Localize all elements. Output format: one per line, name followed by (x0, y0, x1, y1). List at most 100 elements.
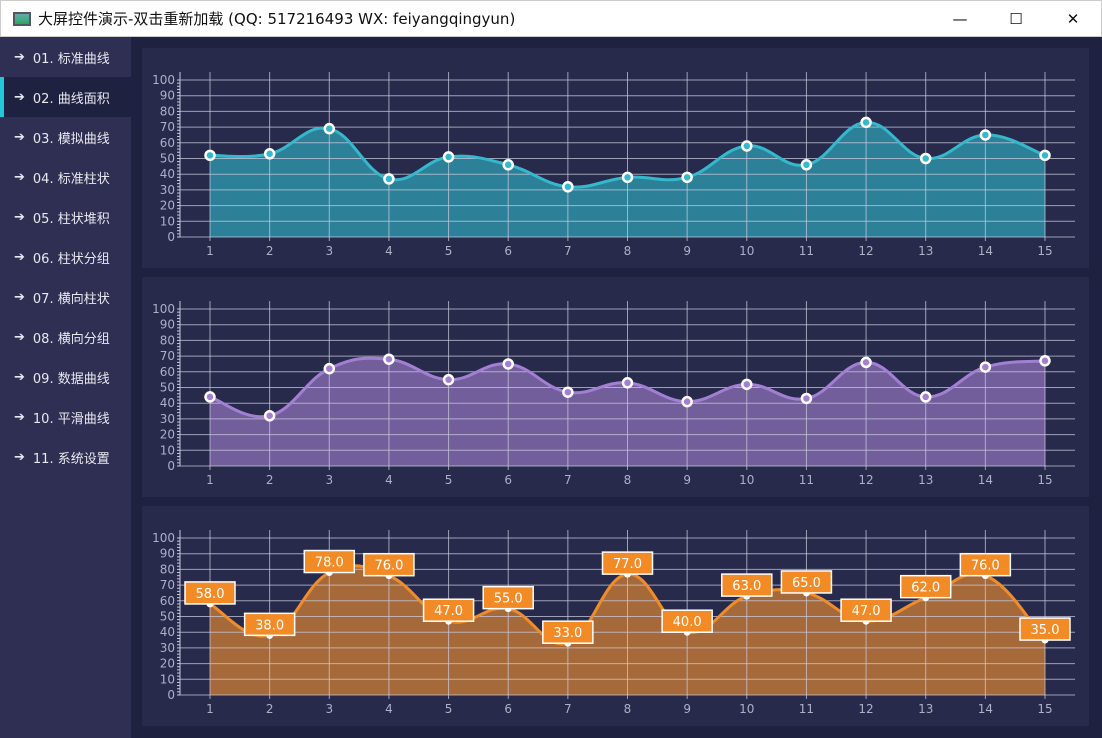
sidebar-item-1[interactable]: ➔ 01. 标准曲线 (0, 37, 131, 77)
y-tick-label: 40 (160, 625, 175, 639)
data-point (800, 159, 813, 171)
chart-panel-3: 0 10 20 30 40 50 60 70 80 90 100 1 2 3 4 5 6 7 8 9 10 11 12 13 1… (142, 506, 1089, 726)
x-tick-label: 5 (445, 702, 453, 716)
y-tick-label: 90 (160, 547, 175, 561)
sidebar-item-label: 07. 横向柱状 (32, 291, 110, 307)
x-tick-label: 7 (564, 244, 572, 258)
data-point (204, 149, 216, 162)
y-tick-label: 100 (152, 302, 175, 316)
sidebar-item-4[interactable]: ➔ 04. 标准柱状 (0, 157, 131, 197)
x-tick-label: 7 (564, 473, 572, 487)
x-tick-label: 14 (978, 244, 993, 258)
x-tick-label: 9 (683, 473, 691, 487)
sidebar-item-3[interactable]: ➔ 03. 模拟曲线 (0, 117, 131, 157)
data-point (919, 391, 932, 403)
data-label: 65.0 (792, 576, 821, 591)
data-label: 33.0 (553, 626, 582, 641)
x-tick-label: 4 (385, 473, 393, 487)
data-point (263, 148, 276, 160)
x-tick-label: 11 (799, 702, 814, 716)
data-point (621, 171, 634, 184)
data-label-box (303, 549, 356, 574)
sidebar-item-9[interactable]: ➔ 09. 数据曲线 (0, 357, 131, 397)
data-point (741, 378, 753, 391)
sidebar-item-label: 03. 模拟曲线 (32, 131, 110, 147)
x-tick-label: 15 (1037, 473, 1052, 487)
sidebar-item-6[interactable]: ➔ 06. 柱状分组 (0, 237, 131, 277)
minimize-button[interactable]: — (952, 10, 968, 28)
data-label-box (184, 581, 236, 605)
arrow-right-icon: ➔ (14, 129, 25, 145)
sidebar-item-7[interactable]: ➔ 07. 横向柱状 (0, 277, 131, 317)
sidebar-item-8[interactable]: ➔ 08. 横向分组 (0, 317, 131, 357)
data-label-box (840, 598, 892, 622)
arrow-right-icon: ➔ (14, 369, 25, 385)
sidebar: ➔ 01. 标准曲线 ➔ 02. 曲线面积 ➔ 03. 模拟曲线 ➔ 04. 标准柱状 ➔ 05.… (0, 37, 131, 738)
x-tick-label: 5 (445, 473, 453, 487)
data-point (502, 358, 514, 370)
x-tick-label: 13 (918, 702, 933, 716)
data-label: 77.0 (613, 557, 642, 572)
data-label-box (243, 612, 296, 637)
arrow-right-icon: ➔ (14, 89, 25, 105)
y-tick-label: 10 (160, 214, 175, 228)
y-tick-label: 10 (160, 443, 175, 457)
sidebar-item-2[interactable]: ➔ 02. 曲线面积 (0, 77, 131, 117)
y-tick-label: 70 (160, 120, 175, 134)
arrow-right-icon: ➔ (14, 329, 25, 345)
x-tick-label: 8 (624, 473, 632, 487)
arrow-right-icon: ➔ (14, 49, 25, 65)
sidebar-item-5[interactable]: ➔ 05. 柱状堆积 (0, 197, 131, 237)
data-label-box (780, 570, 833, 594)
y-tick-label: 0 (167, 688, 175, 702)
window-title: 大屏控件演示-双击重新加载 (QQ: 517216493 WX: feiyang… (38, 10, 516, 28)
sidebar-item-label: 09. 数据曲线 (32, 371, 110, 387)
arrow-right-icon: ➔ (14, 249, 25, 265)
y-tick-label: 80 (160, 104, 175, 118)
data-label: 62.0 (911, 581, 940, 596)
data-point (1039, 149, 1051, 162)
data-label: 38.0 (255, 618, 284, 633)
data-label-box (899, 574, 952, 599)
y-tick-label: 20 (160, 199, 175, 213)
app-icon (13, 11, 31, 26)
data-label: 78.0 (315, 556, 344, 571)
sidebar-item-11[interactable]: ➔ 11. 系统设置 (0, 437, 131, 477)
sidebar-item-label: 01. 标准曲线 (32, 51, 110, 67)
x-tick-label: 3 (325, 702, 333, 716)
close-button[interactable]: ✕ (1066, 10, 1080, 28)
data-point (562, 181, 574, 193)
data-point (979, 361, 992, 373)
data-label: 76.0 (374, 559, 403, 574)
x-tick-label: 2 (266, 702, 274, 716)
y-tick-label: 70 (160, 349, 175, 363)
title-bar: 大屏控件演示-双击重新加载 (QQ: 517216493 WX: feiyang… (0, 0, 1102, 37)
x-tick-label: 6 (504, 244, 512, 258)
data-point (323, 362, 336, 375)
y-tick-label: 80 (160, 333, 175, 347)
data-point (1039, 355, 1051, 367)
sidebar-item-label: 10. 平滑曲线 (32, 411, 110, 427)
sidebar-item-10[interactable]: ➔ 10. 平滑曲线 (0, 397, 131, 437)
y-tick-label: 40 (160, 396, 175, 410)
arrow-right-icon: ➔ (14, 409, 25, 425)
data-point (562, 386, 574, 398)
y-tick-label: 20 (160, 657, 175, 671)
data-point (263, 410, 276, 422)
data-label-box (959, 552, 1012, 577)
x-tick-label: 15 (1037, 702, 1052, 716)
maximize-button[interactable]: ☐ (1009, 10, 1023, 28)
data-label: 40.0 (673, 615, 702, 630)
data-label: 35.0 (1031, 623, 1060, 638)
y-tick-label: 50 (160, 610, 175, 624)
x-tick-label: 14 (978, 473, 993, 487)
data-point (323, 122, 336, 135)
y-tick-label: 50 (160, 381, 175, 395)
data-label-box (601, 551, 654, 575)
data-label-box (1019, 617, 1071, 641)
x-tick-label: 8 (624, 702, 632, 716)
x-tick-label: 11 (799, 244, 814, 258)
